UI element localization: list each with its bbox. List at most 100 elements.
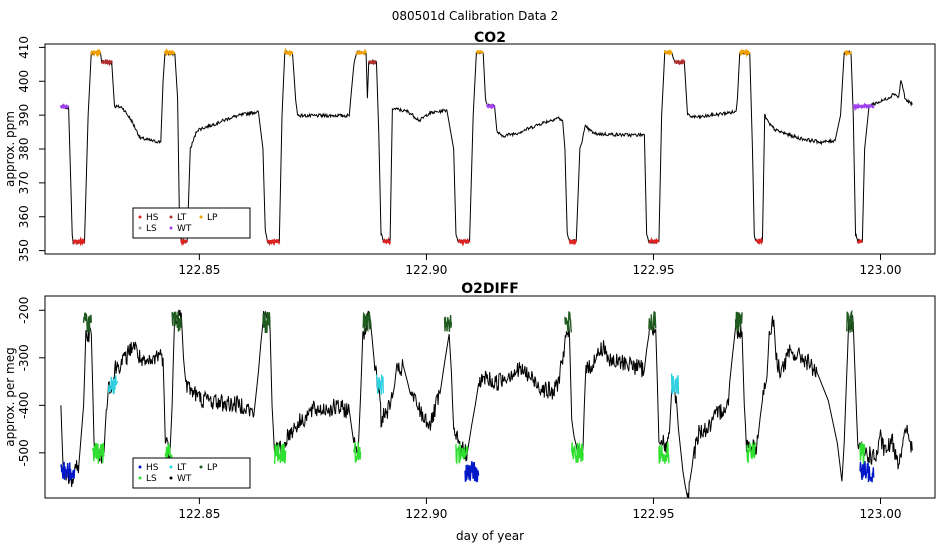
cal-segment-o2diff-hs-1 <box>464 461 480 483</box>
x-axis-label: day of year <box>456 529 524 543</box>
cal-segment-co2-hs-3 <box>382 236 392 246</box>
legend-label-o2diff-ls: LS <box>146 474 157 484</box>
legend-marker-o2diff-ls <box>138 476 142 480</box>
legend-label-co2-wt: WT <box>177 224 192 234</box>
cal-segment-co2-wt-0 <box>59 103 70 110</box>
cal-segment-co2-lp-2 <box>283 47 294 58</box>
legend-label-co2-ls: LS <box>146 224 157 234</box>
cal-segment-co2-lp-1 <box>163 47 176 57</box>
y-tick-label-co2-1: 360 <box>17 205 31 228</box>
cal-segment-co2-lt-0 <box>100 58 113 67</box>
x-tick-label-o2diff-2: 122.95 <box>632 507 674 521</box>
cal-segment-co2-lp-4 <box>475 49 485 54</box>
x-tick-label-o2diff-3: 123.00 <box>860 507 902 521</box>
legend-marker-o2diff-lt <box>169 465 173 469</box>
y-tick-label-co2-6: 410 <box>17 36 31 59</box>
legend-box-co2 <box>132 207 251 239</box>
cal-segment-o2diff-lt-0 <box>107 375 119 394</box>
cal-segment-o2diff-ls-8 <box>859 442 866 464</box>
cal-segment-o2diff-lp-8 <box>845 309 854 333</box>
cal-segment-o2diff-hs-2 <box>859 461 875 483</box>
legend-label-co2-lp: LP <box>207 213 218 223</box>
cal-segment-o2diff-lt-1 <box>375 374 384 395</box>
cal-segment-co2-hs-5 <box>568 238 577 246</box>
panel-title-o2diff: O2DIFF <box>461 281 519 297</box>
y-tick-label-co2-5: 400 <box>17 70 31 93</box>
legend-marker-o2diff-wt <box>169 476 173 480</box>
cal-segment-o2diff-lt-2 <box>670 373 680 395</box>
legend-label-o2diff-lt: LT <box>177 463 187 473</box>
series-line-o2diff-ambient <box>60 309 913 498</box>
legend-o2diff: HS LT LP LS WT <box>132 457 251 489</box>
series-group-o2diff <box>60 309 913 498</box>
cal-segment-co2-lp-3 <box>355 48 367 57</box>
y-tick-label-o2diff-3: -200 <box>17 297 31 324</box>
x-tick-label-co2-3: 123.00 <box>860 263 902 277</box>
cal-segment-o2diff-hs-0 <box>60 461 76 481</box>
cal-segment-co2-lt-1 <box>367 59 378 65</box>
cal-segment-co2-hs-4 <box>457 237 471 247</box>
legend-label-o2diff-lp: LP <box>207 463 218 473</box>
y-tick-label-o2diff-0: -500 <box>17 439 31 466</box>
y-tick-label-o2diff-2: -300 <box>17 344 31 371</box>
legend-co2: HS LT LP LS WT <box>132 207 251 239</box>
cal-segment-co2-hs-0 <box>72 236 86 247</box>
plot-frame-o2diff <box>44 295 936 499</box>
legend-marker-co2-lp <box>199 215 203 219</box>
cal-segment-co2-wt-2 <box>852 102 875 112</box>
cal-segment-o2diff-lp-1 <box>171 311 182 332</box>
cal-segment-o2diff-lp-5 <box>564 311 573 333</box>
cal-segment-o2diff-ls-4 <box>455 443 468 465</box>
x-tick-label-co2-2: 122.95 <box>632 263 674 277</box>
y-tick-label-co2-4: 390 <box>17 104 31 127</box>
cal-segment-co2-wt-1 <box>485 103 496 110</box>
y-tick-label-co2-2: 370 <box>17 171 31 194</box>
cal-segment-co2-lp-5 <box>663 49 673 56</box>
axis-ticks-o2diff: 122.85 122.90 122.95 123.00 -500 -400 -300 -200 <box>17 297 902 521</box>
legend-label-co2-hs: HS <box>146 213 159 223</box>
legend-marker-o2diff-lp <box>199 465 203 469</box>
cal-segment-o2diff-lp-0 <box>82 311 93 333</box>
y-tick-label-co2-3: 380 <box>17 138 31 161</box>
panel-title-co2: CO2 <box>474 30 506 46</box>
cal-segment-co2-lt-2 <box>674 58 686 66</box>
cal-segment-o2diff-ls-3 <box>353 441 362 463</box>
panel-o2diff: O2DIFF approx. per meg 122.85 122.90 122.9… <box>3 281 936 521</box>
cal-segment-o2diff-lp-7 <box>734 311 743 332</box>
cal-segment-co2-hs-7 <box>754 236 764 245</box>
cal-segment-o2diff-ls-5 <box>571 442 584 463</box>
series-group-co2 <box>59 47 913 247</box>
cal-segment-o2diff-lp-3 <box>362 311 372 333</box>
cal-segment-co2-lp-0 <box>90 48 102 58</box>
y-axis-label-co2: approx. ppm <box>3 111 17 187</box>
x-tick-label-co2-0: 122.85 <box>178 263 220 277</box>
legend-marker-co2-wt <box>169 226 173 230</box>
x-tick-label-o2diff-0: 122.85 <box>178 507 220 521</box>
x-tick-label-co2-1: 122.90 <box>405 263 447 277</box>
legend-box-o2diff <box>132 457 251 489</box>
cal-segment-o2diff-lp-6 <box>648 311 657 331</box>
cal-segment-o2diff-ls-2 <box>273 443 287 464</box>
y-tick-label-co2-0: 350 <box>17 239 31 262</box>
y-axis-label-o2diff: approx. per meg <box>3 347 17 446</box>
panel-co2: CO2 approx. ppm 122.85 122.90 122.95 123.00… <box>3 30 936 277</box>
cal-segment-o2diff-lp-2 <box>262 311 271 334</box>
cal-segment-o2diff-lp-4 <box>443 314 453 332</box>
cal-segment-co2-hs-1 <box>180 237 189 247</box>
y-tick-label-o2diff-1: -400 <box>17 392 31 419</box>
axis-ticks-co2: 122.85 122.90 122.95 123.00 350 360 370 380 390 4… <box>17 36 902 277</box>
legend-marker-co2-lt <box>169 215 173 219</box>
cal-segment-co2-hs-8 <box>856 238 863 244</box>
cal-segment-co2-lp-7 <box>844 50 853 57</box>
legend-label-o2diff-hs: HS <box>146 463 159 473</box>
cal-segment-co2-hs-6 <box>647 237 660 245</box>
legend-label-co2-lt: LT <box>177 213 187 223</box>
legend-marker-co2-hs <box>138 215 142 219</box>
cal-segment-o2diff-ls-6 <box>658 441 670 465</box>
cal-segment-o2diff-ls-7 <box>746 442 757 464</box>
legend-marker-o2diff-hs <box>138 465 142 469</box>
cal-segment-o2diff-ls-0 <box>91 442 105 464</box>
cal-segment-co2-lp-6 <box>739 48 751 58</box>
figure-suptitle: 080501d Calibration Data 2 <box>392 9 558 23</box>
